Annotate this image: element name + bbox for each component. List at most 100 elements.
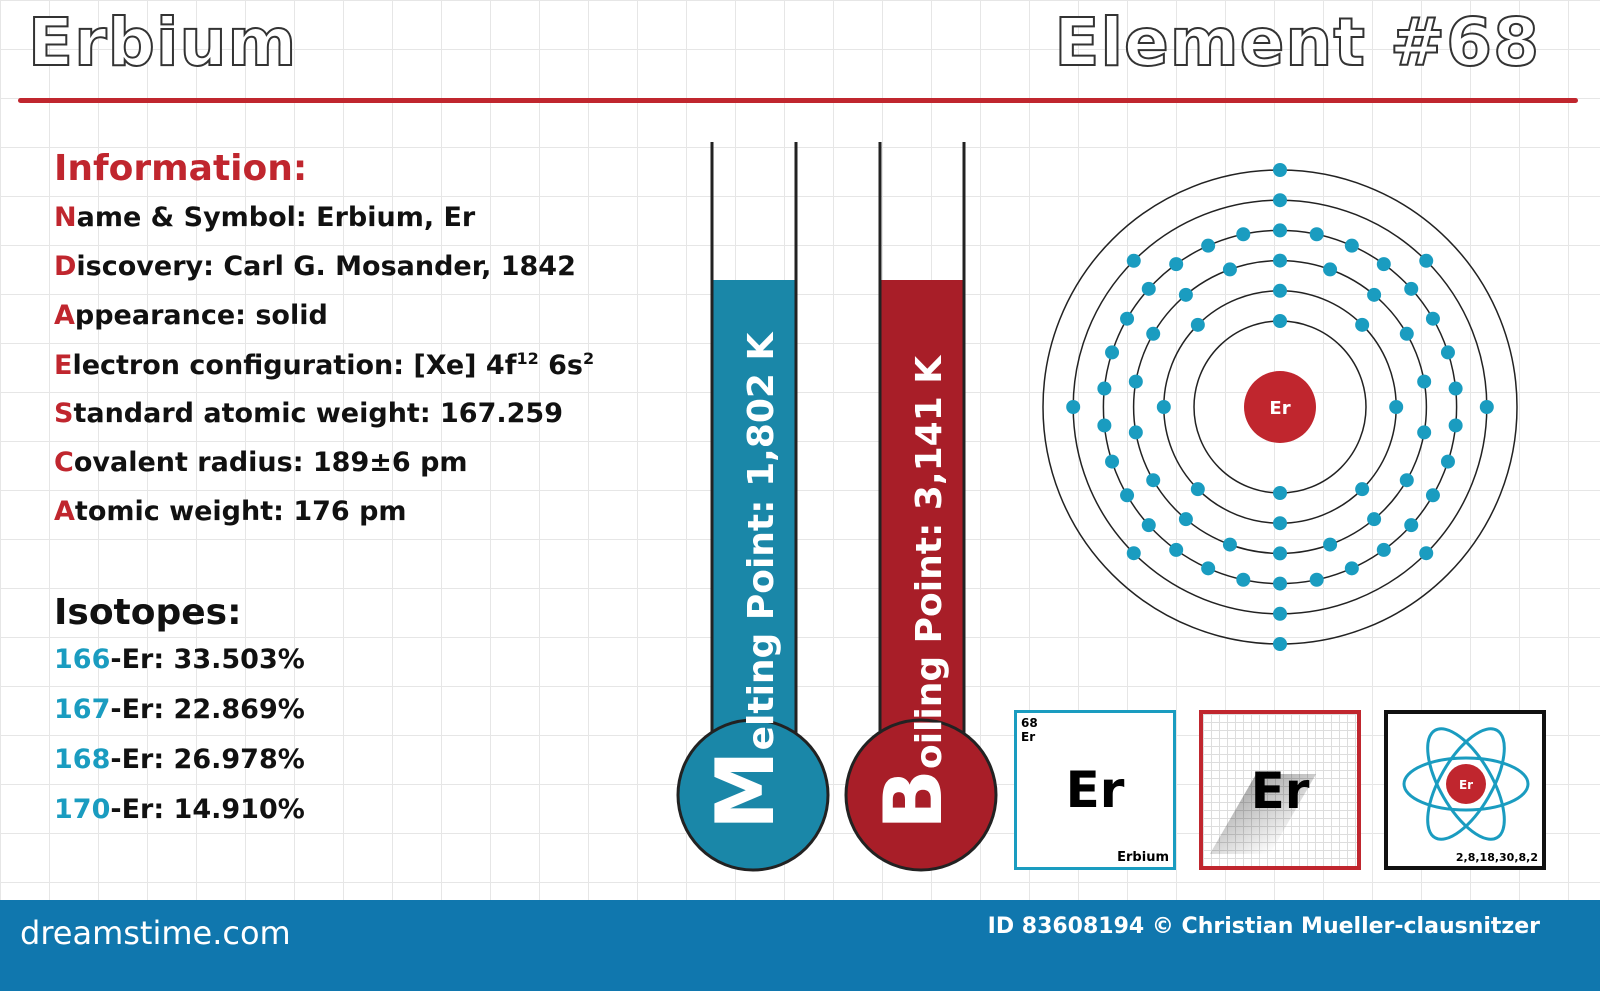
electron: [1273, 486, 1287, 500]
electron: [1273, 253, 1287, 268]
electron: [1126, 546, 1141, 561]
electron: [1440, 345, 1455, 360]
electron: [1141, 518, 1156, 533]
electron: [1425, 311, 1440, 326]
boiling-liquid: [880, 280, 964, 800]
element-name-title: Erbium: [27, 3, 298, 82]
boiling-bulb: [844, 718, 998, 872]
electron: [1236, 227, 1251, 242]
information-heading-text: Information:: [54, 148, 308, 189]
periodic-card-atom: Er 2,8,18,30,8,2: [1384, 710, 1546, 870]
footer-bar: dreamstime.com ID 83608194 © Christian M…: [0, 900, 1600, 991]
electron: [1201, 561, 1216, 576]
electron: [1389, 400, 1404, 414]
element-number-title: Element #68: [1053, 3, 1540, 82]
electron: [1156, 400, 1171, 414]
electron: [1126, 253, 1141, 268]
electron: [1323, 262, 1338, 277]
info-line: Name & Symbol: Erbium, Er: [54, 202, 476, 233]
information-heading: Information:: [54, 148, 307, 189]
electron: [1309, 572, 1324, 587]
periodic-card-shadow: Er: [1199, 710, 1361, 870]
electron: [1376, 257, 1391, 272]
nucleus-symbol: Er: [1269, 398, 1290, 419]
card-symbol-small: Er: [1021, 730, 1036, 744]
isotope-item: 167-Er: 22.869%: [54, 694, 305, 725]
periodic-card-basic: 68 Er Er Erbium: [1014, 710, 1176, 870]
boiling-thermometer: Boiling Point: 3,141 K: [844, 142, 998, 872]
electron: [1425, 488, 1440, 503]
electron: [1399, 473, 1414, 488]
isotopes-heading: Isotopes:: [54, 592, 242, 633]
electron: [1417, 374, 1432, 389]
card-atomic-number: 68: [1021, 716, 1038, 730]
electron: [1399, 326, 1414, 341]
electron: [1097, 381, 1112, 396]
electron: [1273, 606, 1287, 621]
electron: [1344, 561, 1359, 576]
electron: [1236, 572, 1251, 587]
electron: [1105, 454, 1120, 469]
electron: [1097, 418, 1112, 433]
electron: [1178, 512, 1193, 527]
card-element-name: Erbium: [1117, 850, 1169, 865]
atom-orbit-icon: Er: [1402, 727, 1530, 841]
card-symbol: Er: [1250, 762, 1310, 820]
electron: [1178, 287, 1193, 302]
melting-liquid: [712, 280, 796, 800]
electron: [1190, 482, 1205, 497]
electron: [1273, 163, 1287, 177]
boiling-label: Boiling Point: 3,141 K: [867, 355, 960, 830]
electron: [1273, 193, 1287, 208]
electron: [1128, 374, 1143, 389]
melting-bulb: [676, 718, 830, 872]
info-line: Standard atomic weight: 167.259: [54, 398, 563, 429]
electron: [1273, 637, 1287, 651]
electron: [1201, 238, 1216, 253]
electron: [1367, 512, 1382, 527]
electron: [1273, 283, 1287, 298]
info-line: Electron configuration: [Xe] 4f12 6s2: [54, 349, 595, 381]
info-line: Discovery: Carl G. Mosander, 1842: [54, 251, 576, 282]
electron: [1419, 253, 1434, 268]
electron: [1448, 418, 1463, 433]
electron: [1105, 345, 1120, 360]
image-credit: ID 83608194 © Christian Mueller-clausnit…: [987, 914, 1540, 939]
dreamstime-logo[interactable]: dreamstime.com: [20, 914, 291, 952]
electron: [1367, 287, 1382, 302]
electron: [1222, 537, 1237, 552]
thermometers: Melting Point: 1,802 K Boiling Point: 3,…: [676, 142, 998, 872]
electron: [1355, 482, 1370, 497]
isotope-item: 170-Er: 14.910%: [54, 794, 305, 825]
electron: [1479, 400, 1494, 414]
electron: [1190, 317, 1205, 332]
nucleus: [1244, 371, 1316, 443]
electron: [1128, 425, 1143, 440]
electron: [1404, 281, 1419, 296]
isotope-item: 166-Er: 33.503%: [54, 644, 305, 675]
info-line: Atomic weight: 176 pm: [54, 496, 407, 527]
electron: [1169, 257, 1184, 272]
electron: [1169, 542, 1184, 557]
electron: [1273, 314, 1287, 328]
info-line: Covalent radius: 189±6 pm: [54, 447, 468, 478]
electron: [1273, 576, 1287, 591]
melting-label: Melting Point: 1,802 K: [699, 332, 792, 830]
card-symbol: Er: [1065, 761, 1125, 819]
electron: [1141, 281, 1156, 296]
electron: [1417, 425, 1432, 440]
electron: [1146, 326, 1161, 341]
electron: [1222, 262, 1237, 277]
electron: [1309, 227, 1324, 242]
electron: [1273, 546, 1287, 561]
electron: [1273, 516, 1287, 531]
electron: [1323, 537, 1338, 552]
electron: [1376, 542, 1391, 557]
electron: [1344, 238, 1359, 253]
melting-thermometer: Melting Point: 1,802 K: [676, 142, 830, 872]
electron: [1066, 400, 1081, 414]
title-divider: [18, 98, 1578, 103]
card-shell-config: 2,8,18,30,8,2: [1455, 851, 1538, 864]
electron: [1120, 488, 1135, 503]
electron: [1120, 311, 1135, 326]
